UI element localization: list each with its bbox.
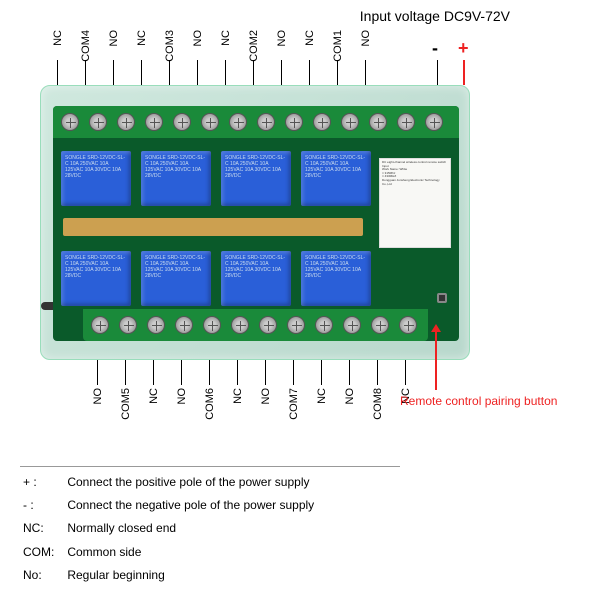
terminal-screw (259, 316, 277, 334)
terminal-label: NO (260, 388, 272, 405)
bottom-terminal-lines (80, 360, 430, 385)
power-minus-symbol: - (432, 38, 438, 59)
terminal-label: COM7 (288, 388, 300, 420)
power-plus-symbol: + (458, 38, 469, 59)
terminal-screw (201, 113, 219, 131)
terminal-screw (313, 113, 331, 131)
terminal-screw (425, 113, 443, 131)
relay: SONGLE SRD-12VDC-SL-C 10A 250VAC 10A 125… (141, 151, 211, 206)
relay-board-enclosure: DC eight-channel wireless control remote… (40, 85, 470, 360)
terminal-screw (399, 316, 417, 334)
relay: SONGLE SRD-12VDC-SL-C 10A 250VAC 10A 125… (141, 251, 211, 306)
terminal-screw (91, 316, 109, 334)
terminal-label: NC (304, 30, 316, 46)
terminal-screw (203, 316, 221, 334)
terminal-screw (61, 113, 79, 131)
terminal-screw (343, 316, 361, 334)
legend-table: + :Connect the positive pole of the powe… (20, 470, 317, 588)
legend-row: NC:Normally closed end (22, 518, 315, 539)
terminal-label: NC (232, 388, 244, 404)
terminal-screw (369, 113, 387, 131)
terminal-label: NO (360, 30, 372, 47)
terminal-screw (371, 316, 389, 334)
top-terminal-labels: NC COM4 NO NC COM3 NO NC COM2 NO NC COM1 NO (40, 30, 470, 60)
terminal-label: NO (192, 30, 204, 47)
terminal-label: COM5 (120, 388, 132, 420)
terminal-screw (145, 113, 163, 131)
terminal-label: COM1 (332, 30, 344, 62)
relay: SONGLE SRD-12VDC-SL-C 10A 250VAC 10A 125… (61, 151, 131, 206)
middle-led-strip (63, 218, 363, 236)
terminal-label: COM8 (372, 388, 384, 420)
terminal-label: COM3 (164, 30, 176, 62)
relay: SONGLE SRD-12VDC-SL-C 10A 250VAC 10A 125… (221, 251, 291, 306)
terminal-label: NO (344, 388, 356, 405)
pairing-button-label: Remote control pairing button (400, 394, 557, 408)
terminal-screw (147, 316, 165, 334)
top-terminal-strip (53, 106, 459, 138)
terminal-screw (285, 113, 303, 131)
terminal-label: COM6 (204, 388, 216, 420)
pcb: DC eight-channel wireless control remote… (53, 106, 459, 341)
terminal-screw (173, 113, 191, 131)
bottom-terminal-labels: NOCOM5NCNOCOM6NCNOCOM7NCNOCOM8NC (80, 388, 430, 428)
terminal-label: COM2 (248, 30, 260, 62)
terminal-screw (175, 316, 193, 334)
terminal-screw (397, 113, 415, 131)
terminal-screw (257, 113, 275, 131)
terminal-label: COM4 (80, 30, 92, 62)
input-voltage-label: Input voltage DC9V-72V (360, 8, 510, 24)
relay: SONGLE SRD-12VDC-SL-C 10A 250VAC 10A 125… (61, 251, 131, 306)
terminal-label: NC (220, 30, 232, 46)
pairing-button[interactable] (437, 293, 447, 303)
terminal-label: NO (108, 30, 120, 47)
relay: SONGLE SRD-12VDC-SL-C 10A 250VAC 10A 125… (301, 151, 371, 206)
relay: SONGLE SRD-12VDC-SL-C 10A 250VAC 10A 125… (301, 251, 371, 306)
legend-row: No:Regular beginning (22, 565, 315, 586)
power-minus-line (40, 60, 470, 85)
terminal-label: NO (276, 30, 288, 47)
terminal-screw (287, 316, 305, 334)
legend-row: COM:Common side (22, 542, 315, 563)
terminal-screw (315, 316, 333, 334)
legend-row: - :Connect the negative pole of the powe… (22, 495, 315, 516)
terminal-label: NC (52, 30, 64, 46)
pairing-arrow (435, 330, 437, 390)
terminal-screw (231, 316, 249, 334)
product-label-sticker: DC eight-channel wireless control remote… (379, 158, 451, 248)
legend-separator (20, 466, 400, 467)
terminal-label: NC (316, 388, 328, 404)
terminal-screw (341, 113, 359, 131)
terminal-label: NC (136, 30, 148, 46)
legend-row: + :Connect the positive pole of the powe… (22, 472, 315, 493)
terminal-label: NO (92, 388, 104, 405)
relay: SONGLE SRD-12VDC-SL-C 10A 250VAC 10A 125… (221, 151, 291, 206)
terminal-screw (89, 113, 107, 131)
terminal-screw (229, 113, 247, 131)
terminal-screw (119, 316, 137, 334)
terminal-label: NO (176, 388, 188, 405)
terminal-label: NC (148, 388, 160, 404)
terminal-screw (117, 113, 135, 131)
bottom-terminal-strip (83, 309, 428, 341)
